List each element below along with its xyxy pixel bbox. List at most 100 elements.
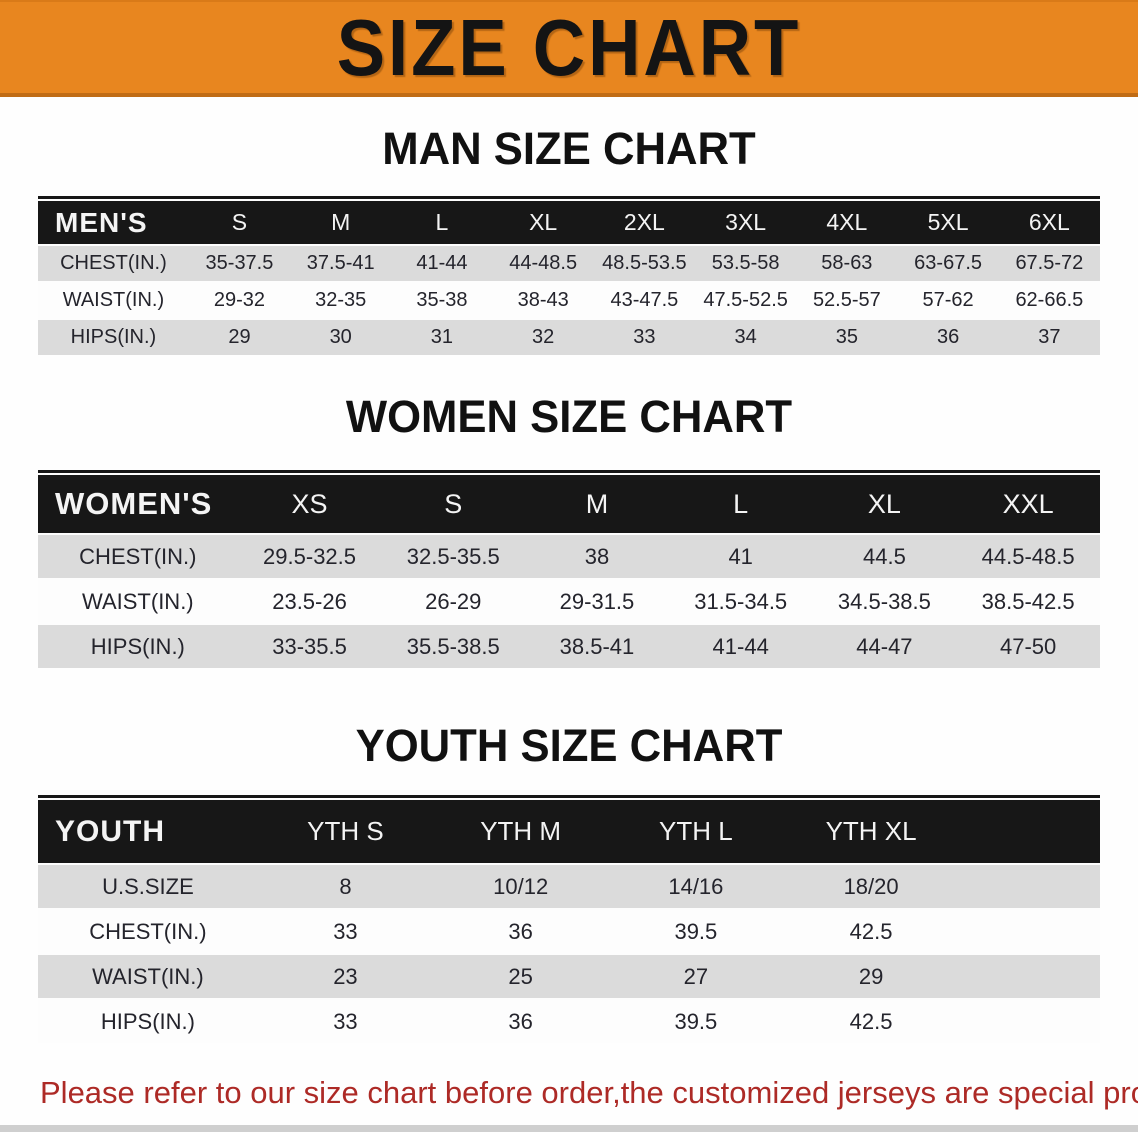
men-size-value: 36 xyxy=(897,318,999,355)
youth-size-value: 10/12 xyxy=(433,863,609,908)
women-size-value: 44.5-48.5 xyxy=(956,533,1100,578)
men-size-value: 58-63 xyxy=(796,244,898,281)
women-table-row: HIPS(IN.) 33-35.5 35.5-38.5 38.5-41 41-44 44-… xyxy=(38,623,1100,668)
youth-section-heading: YOUTH SIZE CHART xyxy=(355,720,783,771)
women-size-value: 41 xyxy=(668,533,813,578)
women-size-value: 38.5-42.5 xyxy=(956,578,1100,623)
youth-row-label: HIPS(IN.) xyxy=(38,998,258,1043)
men-size-header: 3XL xyxy=(695,199,797,244)
youth-row-filler xyxy=(958,863,1100,908)
men-table-row: WAIST(IN.) 29-32 32-35 35-38 38-43 43-47.5 47.… xyxy=(38,281,1100,318)
men-size-value: 62-66.5 xyxy=(998,281,1100,318)
women-size-value: 44.5 xyxy=(812,533,957,578)
women-table-title: WOMEN'S xyxy=(38,473,238,533)
women-size-value: 38.5-41 xyxy=(525,623,669,668)
youth-size-value: 42.5 xyxy=(783,908,959,953)
men-size-value: 38-43 xyxy=(492,281,594,318)
youth-row-filler xyxy=(958,998,1100,1043)
youth-size-header: YTH S xyxy=(257,798,434,863)
men-size-header: 4XL xyxy=(796,199,898,244)
youth-size-value: 39.5 xyxy=(608,998,784,1043)
men-size-header: 6XL xyxy=(998,199,1100,244)
women-size-header: S xyxy=(381,473,526,533)
men-size-value: 48.5-53.5 xyxy=(593,244,696,281)
youth-size-value: 14/16 xyxy=(608,863,784,908)
bottom-edge-strip xyxy=(0,1125,1138,1132)
men-size-value: 35 xyxy=(796,318,898,355)
women-table-row: WAIST(IN.) 23.5-26 26-29 29-31.5 31.5-34.5 34… xyxy=(38,578,1100,623)
youth-table-row: CHEST(IN.) 33 36 39.5 42.5 xyxy=(38,908,1100,953)
men-size-header: XL xyxy=(492,199,594,244)
youth-size-table: YOUTH YTH S YTH M YTH L YTH XL U.S.SIZE 8 10/12… xyxy=(38,795,1100,1043)
men-table-row: HIPS(IN.) 29 30 31 32 33 34 35 36 37 xyxy=(38,318,1100,355)
women-row-label: WAIST(IN.) xyxy=(38,578,238,623)
women-row-label: CHEST(IN.) xyxy=(38,533,238,578)
women-row-label: HIPS(IN.) xyxy=(38,623,238,668)
men-size-value: 44-48.5 xyxy=(492,244,594,281)
youth-row-label: U.S.SIZE xyxy=(38,863,258,908)
men-section-heading: MAN SIZE CHART xyxy=(382,123,756,174)
men-size-value: 53.5-58 xyxy=(695,244,797,281)
men-size-value: 41-44 xyxy=(391,244,493,281)
disclaimer-line-1: Please refer to our size chart before or… xyxy=(40,1075,1138,1110)
youth-size-value: 23 xyxy=(257,953,434,998)
women-size-header: XXL xyxy=(956,473,1100,533)
youth-size-value: 8 xyxy=(257,863,434,908)
youth-size-value: 36 xyxy=(433,908,609,953)
youth-header-row: YOUTH YTH S YTH M YTH L YTH XL xyxy=(38,798,1100,863)
youth-size-header: YTH L xyxy=(608,798,784,863)
youth-size-value: 27 xyxy=(608,953,784,998)
women-size-header: L xyxy=(668,473,813,533)
men-size-value: 47.5-52.5 xyxy=(695,281,797,318)
men-size-value: 63-67.5 xyxy=(897,244,999,281)
women-header-row: WOMEN'S XS S M L XL XXL xyxy=(38,473,1100,533)
men-size-value: 33 xyxy=(593,318,696,355)
men-size-value: 31 xyxy=(391,318,493,355)
women-size-header: XL xyxy=(812,473,957,533)
women-size-value: 23.5-26 xyxy=(237,578,382,623)
men-size-value: 37 xyxy=(998,318,1100,355)
men-size-value: 37.5-41 xyxy=(290,244,392,281)
women-size-value: 41-44 xyxy=(668,623,813,668)
youth-size-header: YTH M xyxy=(433,798,609,863)
youth-size-value: 42.5 xyxy=(783,998,959,1043)
women-size-header: XS xyxy=(237,473,382,533)
women-size-value: 34.5-38.5 xyxy=(812,578,957,623)
women-size-value: 32.5-35.5 xyxy=(381,533,526,578)
youth-header-filler xyxy=(958,798,1100,863)
women-size-value: 47-50 xyxy=(956,623,1100,668)
women-size-value: 31.5-34.5 xyxy=(668,578,813,623)
youth-table-row: WAIST(IN.) 23 25 27 29 xyxy=(38,953,1100,998)
men-size-value: 52.5-57 xyxy=(796,281,898,318)
women-size-value: 29.5-32.5 xyxy=(237,533,382,578)
men-size-value: 29 xyxy=(188,318,291,355)
youth-row-filler xyxy=(958,953,1100,998)
women-size-value: 38 xyxy=(525,533,669,578)
men-row-label: HIPS(IN.) xyxy=(38,318,189,355)
women-size-table-wrap: WOMEN'S XS S M L XL XXL CHEST(IN.) 29.5-32.5 32.5… xyxy=(38,470,1100,668)
youth-size-value: 36 xyxy=(433,998,609,1043)
size-chart-banner: SIZE CHART xyxy=(0,0,1138,97)
men-size-value: 35-37.5 xyxy=(188,244,291,281)
men-size-header: L xyxy=(391,199,493,244)
youth-size-header: YTH XL xyxy=(783,798,959,863)
men-size-value: 32-35 xyxy=(290,281,392,318)
men-size-header: 2XL xyxy=(593,199,696,244)
youth-size-value: 25 xyxy=(433,953,609,998)
men-size-value: 67.5-72 xyxy=(998,244,1100,281)
women-size-value: 33-35.5 xyxy=(237,623,382,668)
men-size-header: M xyxy=(290,199,392,244)
women-size-value: 26-29 xyxy=(381,578,526,623)
men-table-row: CHEST(IN.) 35-37.5 37.5-41 41-44 44-48.5 48.5… xyxy=(38,244,1100,281)
men-size-value: 30 xyxy=(290,318,392,355)
youth-table-row: HIPS(IN.) 33 36 39.5 42.5 xyxy=(38,998,1100,1043)
men-size-header: 5XL xyxy=(897,199,999,244)
men-size-value: 34 xyxy=(695,318,797,355)
men-row-label: WAIST(IN.) xyxy=(38,281,189,318)
youth-row-filler xyxy=(958,908,1100,953)
men-header-row: MEN'S S M L XL 2XL 3XL 4XL 5XL 6XL xyxy=(38,199,1100,244)
men-size-table-wrap: MEN'S S M L XL 2XL 3XL 4XL 5XL 6XL CHEST(IN.) 35-37… xyxy=(38,196,1100,355)
order-disclaimer: Please refer to our size chart before or… xyxy=(40,1069,1138,1132)
youth-size-value: 33 xyxy=(257,998,434,1043)
women-table-row: CHEST(IN.) 29.5-32.5 32.5-35.5 38 41 44.5 44.5… xyxy=(38,533,1100,578)
